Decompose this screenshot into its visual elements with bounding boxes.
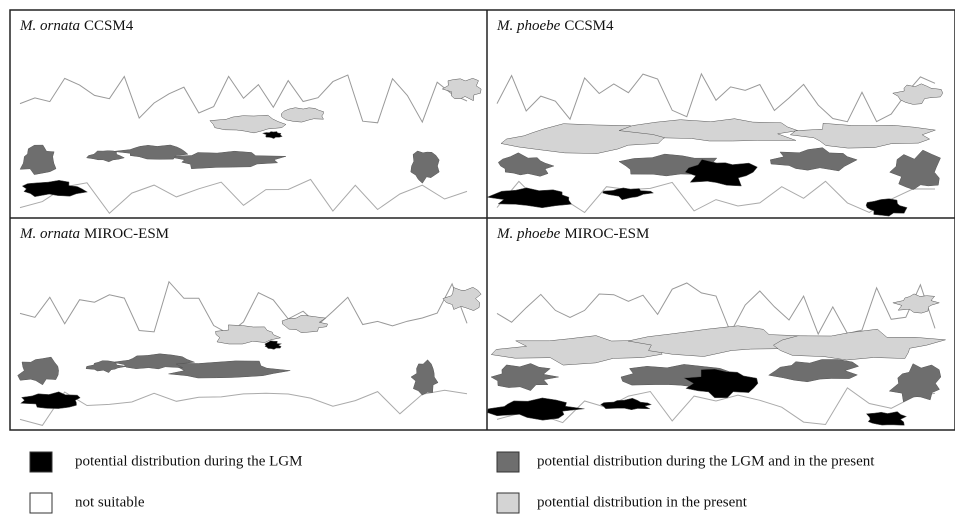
range-area <box>169 361 291 378</box>
range-area <box>282 315 328 332</box>
species-name: M. phoebe <box>496 226 561 242</box>
legend-label: potential distribution in the present <box>537 494 748 510</box>
model-name: CCSM4 <box>84 18 134 34</box>
range-area <box>411 360 438 395</box>
legend-swatch <box>497 452 519 472</box>
legend: potential distribution during the LGM pot… <box>30 452 875 513</box>
legend-label: not suitable <box>75 494 145 510</box>
range-area <box>770 148 857 171</box>
range-area <box>866 412 906 426</box>
coastline <box>20 179 467 213</box>
range-area <box>601 398 652 410</box>
model-name: MIROC-ESM <box>84 226 169 242</box>
range-area <box>20 145 56 175</box>
range-area <box>22 180 87 196</box>
range-area <box>498 153 554 177</box>
legend-label: potential distribution during the LGM <box>75 453 302 469</box>
range-area <box>769 360 859 382</box>
legend-swatch <box>30 452 52 472</box>
legend-label: potential distribution during the LGM an… <box>537 453 875 469</box>
range-area <box>263 132 283 139</box>
range-area <box>491 364 559 391</box>
range-area <box>442 78 481 100</box>
legend-swatch <box>30 493 52 513</box>
range-area <box>890 150 941 190</box>
figure: M. ornataCCSM4M. phoebeCCSM4M. ornataMIR… <box>0 0 955 514</box>
coastline <box>497 283 935 334</box>
range-area <box>18 357 59 385</box>
range-area <box>893 294 939 313</box>
species-name: M. ornata <box>19 18 80 34</box>
range-area <box>210 115 286 133</box>
range-area <box>281 108 323 122</box>
species-name: M. phoebe <box>496 18 561 34</box>
coastline <box>497 74 935 122</box>
range-area <box>87 151 125 162</box>
model-name: CCSM4 <box>564 18 614 34</box>
range-area <box>21 392 80 409</box>
range-area <box>487 398 584 420</box>
range-area <box>790 123 935 148</box>
range-area <box>866 199 907 216</box>
range-area <box>411 151 439 183</box>
range-area <box>889 364 941 402</box>
range-area <box>773 329 945 360</box>
species-name: M. ornata <box>19 226 80 242</box>
range-area <box>265 341 282 350</box>
legend-swatch <box>497 493 519 513</box>
coastline <box>20 390 467 425</box>
range-area <box>603 188 654 200</box>
model-name: MIROC-ESM <box>564 226 649 242</box>
